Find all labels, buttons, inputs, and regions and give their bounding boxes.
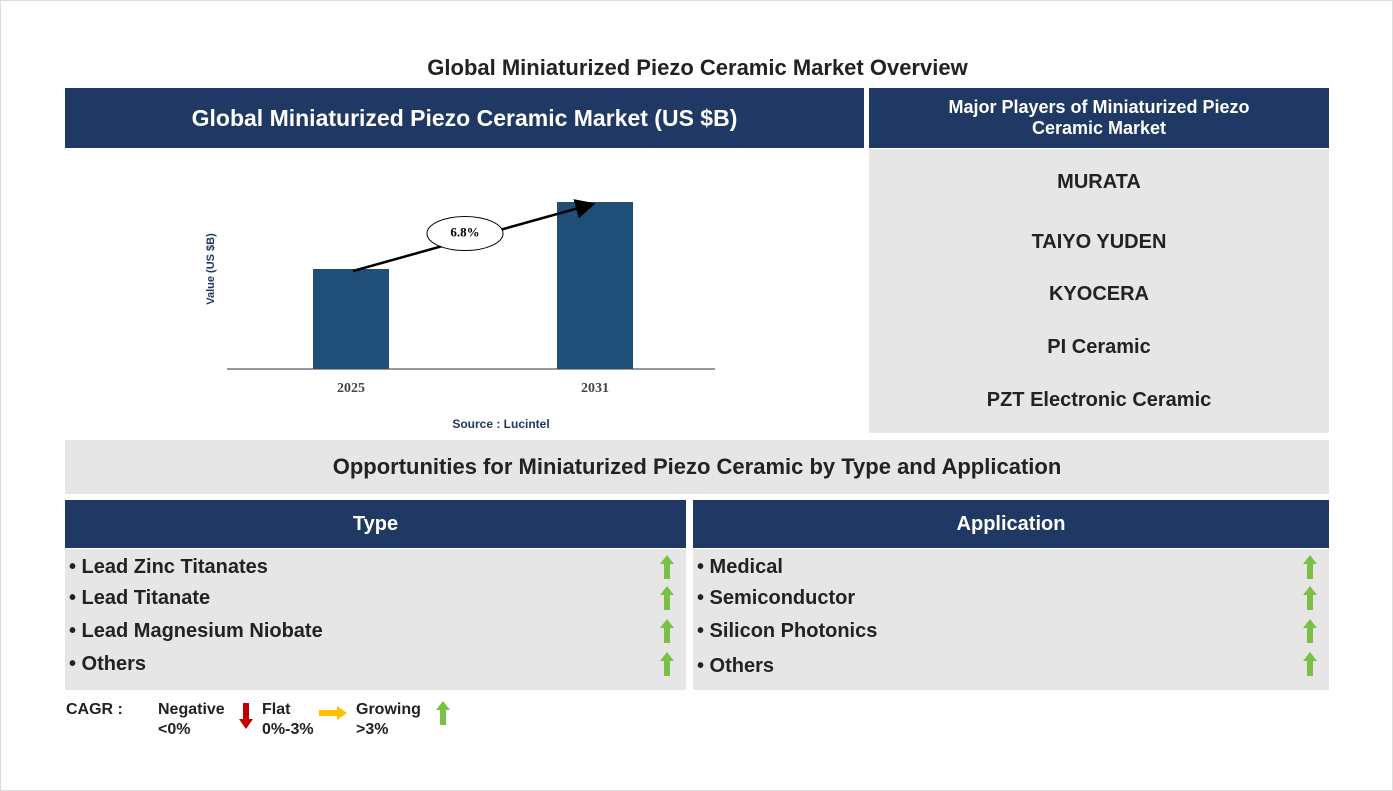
- type-list: • Lead Zinc Titanates • Lead Titanate • Le…: [65, 549, 686, 690]
- legend-name: Flat: [262, 701, 291, 718]
- list-item: • Semiconductor: [697, 587, 856, 609]
- page-title: Global Miniaturized Piezo Ceramic Market…: [427, 55, 968, 80]
- up-arrow-icon: [1303, 586, 1317, 610]
- up-arrow-icon: [660, 652, 674, 676]
- legend-name: Negative: [158, 701, 225, 718]
- down-arrow-icon: [239, 703, 253, 729]
- chart-header: Global Miniaturized Piezo Ceramic Market…: [65, 88, 864, 148]
- legend-label: CAGR :: [66, 701, 123, 718]
- player-name: KYOCERA: [1048, 283, 1149, 305]
- y-axis-label: Value (US $B): [205, 233, 217, 305]
- bar: [313, 269, 389, 369]
- list-item: • Lead Titanate: [69, 587, 211, 609]
- cagr-label: 6.8%: [450, 224, 479, 239]
- application-list: • Medical • Semiconductor • Silicon Photon…: [693, 549, 1329, 690]
- list-item: • Others: [69, 653, 147, 675]
- x-tick-label: 2031: [581, 381, 609, 396]
- source: Source : Lucintel: [452, 417, 549, 431]
- list-item: • Medical: [697, 556, 783, 578]
- list-item: • Others: [697, 655, 775, 677]
- list-item: • Silicon Photonics: [697, 620, 878, 642]
- up-arrow-icon: [660, 619, 674, 643]
- up-arrow-icon: [660, 555, 674, 579]
- right-arrow-icon: [319, 706, 347, 720]
- legend-name: Growing: [356, 701, 421, 718]
- player-name: TAIYO YUDEN: [1031, 231, 1167, 253]
- up-arrow-icon: [660, 586, 674, 610]
- player-name: MURATA: [1057, 171, 1141, 193]
- opportunities-header: Opportunities for Miniaturized Piezo Cer…: [65, 440, 1329, 494]
- legend-range: >3%: [356, 721, 389, 738]
- players-header: Major Players of Miniaturized Piezo Cera…: [869, 88, 1329, 148]
- type-header: Type: [65, 500, 686, 548]
- player-name: PI Ceramic: [1047, 336, 1151, 358]
- up-arrow-icon: [1303, 652, 1317, 676]
- chart: Value (US $B) 2025 2031 6.8% Source : Lucint…: [205, 199, 715, 431]
- legend-range: <0%: [158, 721, 191, 738]
- application-header: Application: [693, 500, 1329, 548]
- list-item: • Lead Zinc Titanates: [69, 556, 268, 578]
- bar: [557, 202, 633, 369]
- up-arrow-icon: [1303, 555, 1317, 579]
- list-item: • Lead Magnesium Niobate: [69, 620, 323, 642]
- cagr-bubble: [426, 216, 504, 251]
- player-name: PZT Electronic Ceramic: [986, 389, 1212, 411]
- up-arrow-icon: [1303, 619, 1317, 643]
- x-tick-label: 2025: [337, 381, 365, 396]
- legend-range: 0%-3%: [262, 721, 314, 738]
- up-arrow-icon: [436, 701, 450, 725]
- players-panel: MURATA TAIYO YUDEN KYOCERA PI Ceramic PZT El…: [869, 149, 1329, 433]
